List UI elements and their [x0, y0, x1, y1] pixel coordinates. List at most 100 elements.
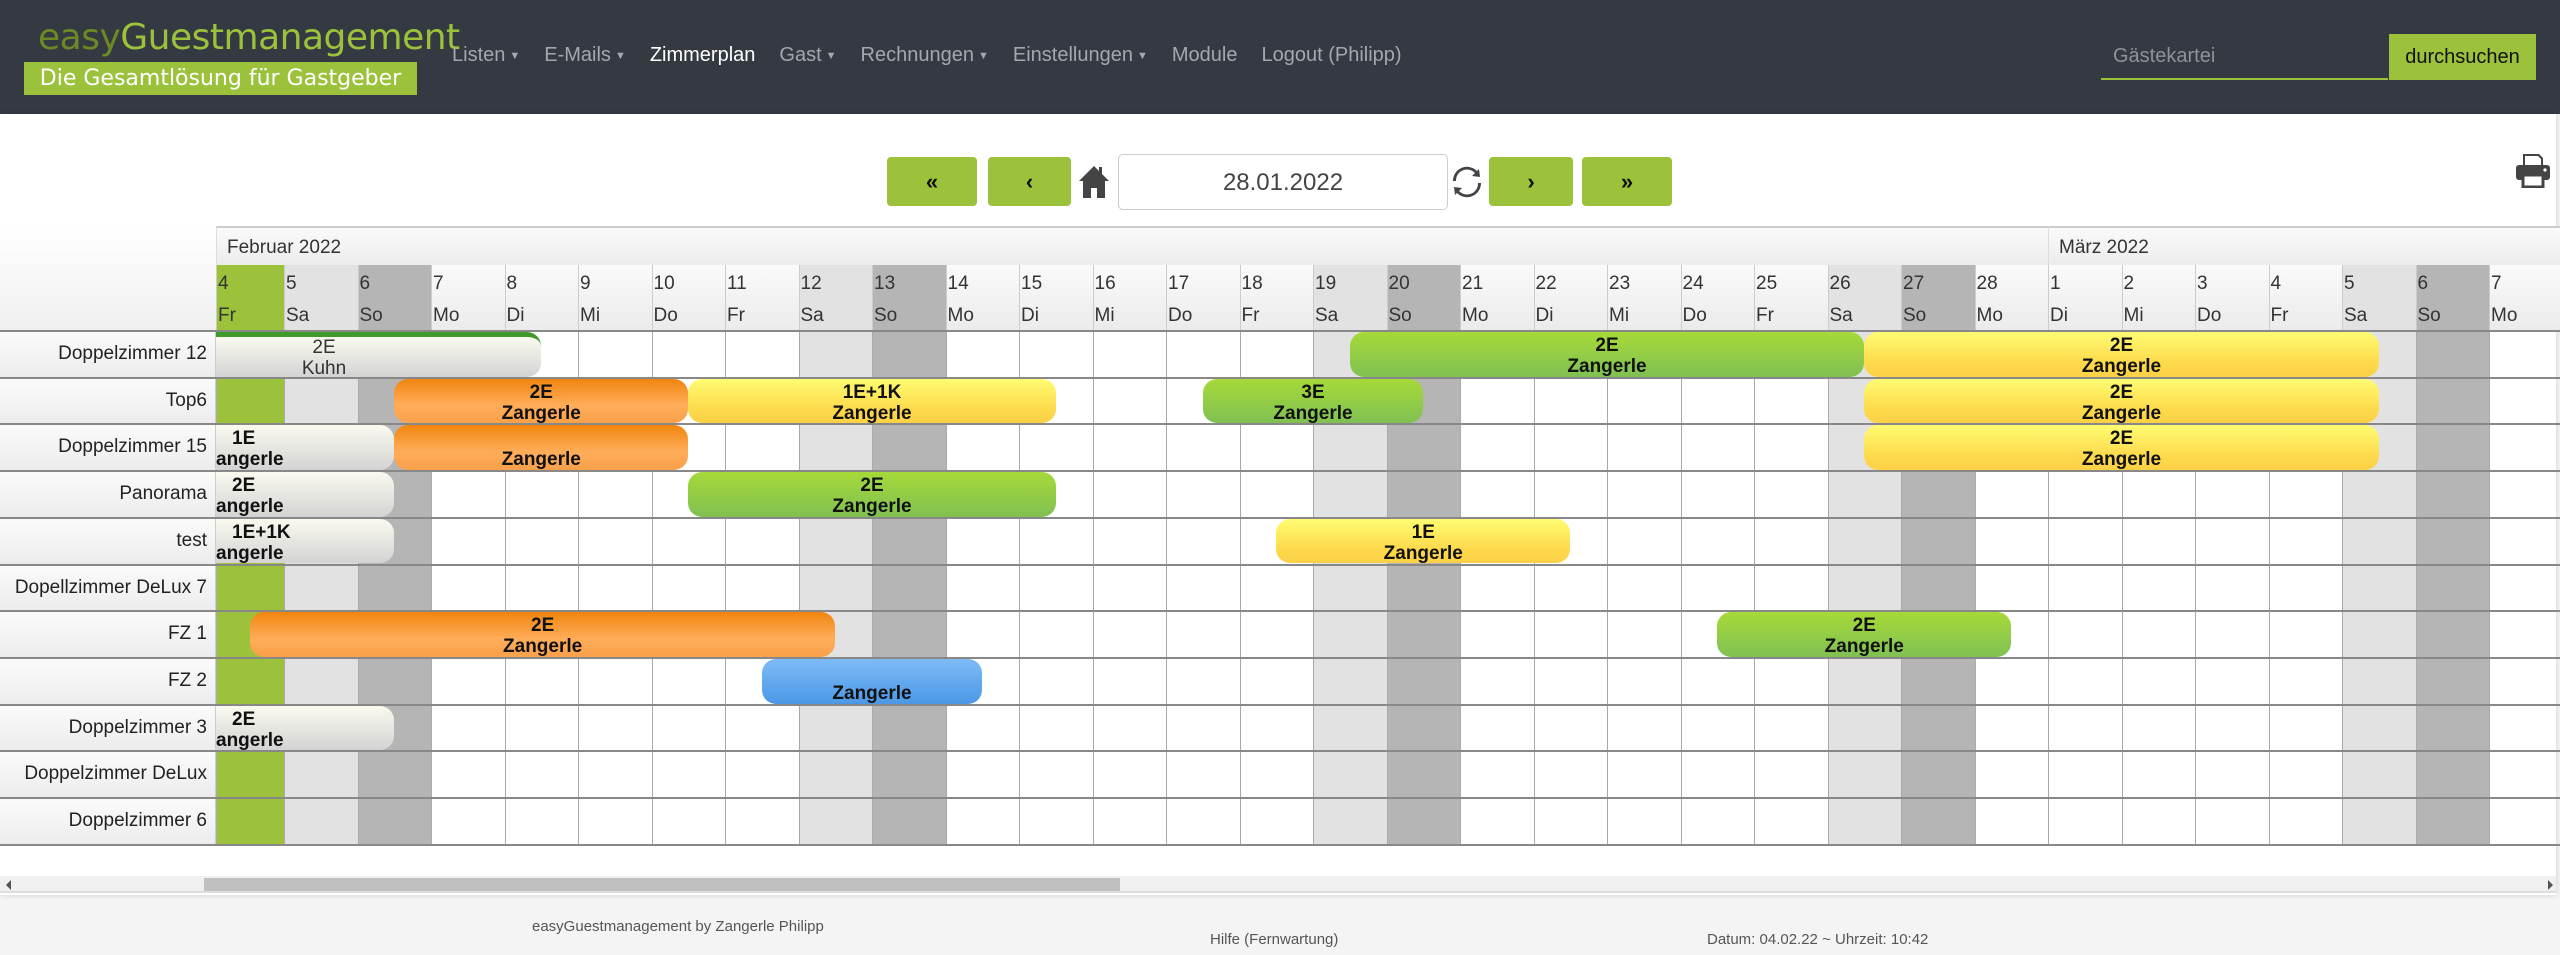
room-label[interactable]: Panorama [0, 471, 216, 518]
booking-bar[interactable]: 2E Kuhn [216, 332, 542, 377]
day-column[interactable] [2048, 331, 2122, 845]
day-header[interactable]: 10 Do [651, 265, 725, 331]
booking-bar[interactable]: 1E Zangerle [1276, 518, 1571, 564]
scroll-right-icon[interactable] [2548, 880, 2554, 890]
jump-forward-button[interactable]: » [1582, 157, 1672, 206]
day-header[interactable]: 19 Sa [1313, 265, 1387, 331]
day-header[interactable]: 16 Mi [1092, 265, 1166, 331]
booking-bar[interactable]: 2E angerle [216, 472, 395, 517]
day-column[interactable] [1754, 331, 1828, 845]
day-header[interactable]: 28 Mo [1974, 265, 2048, 331]
menu-item-einstellungen[interactable]: Einstellungen ▼ [1013, 40, 1148, 71]
help-link[interactable]: Hilfe (Fernwartung) [1210, 931, 1339, 948]
booking-bar[interactable]: 1E+1K angerle [216, 518, 395, 564]
day-header[interactable]: 20 So [1386, 265, 1460, 331]
booking-bar[interactable]: 2E Zangerle [688, 472, 1056, 517]
print-icon[interactable] [2515, 152, 2551, 188]
day-header[interactable]: 6 So [357, 265, 431, 331]
day-column[interactable] [2121, 331, 2196, 845]
room-label[interactable]: Doppelzimmer 12 [0, 331, 216, 378]
day-header[interactable]: 26 Sa [1827, 265, 1901, 331]
logo[interactable]: easyGuestmanagement [38, 17, 460, 58]
day-header[interactable]: 4 Fr [2268, 265, 2342, 331]
booking-bar[interactable]: 1E+1K Zangerle [688, 378, 1056, 424]
room-label[interactable]: Doppelzimmer 6 [0, 798, 216, 845]
day-header[interactable]: 24 Do [1680, 265, 1754, 331]
day-column[interactable] [725, 331, 799, 845]
day-column[interactable] [1239, 331, 1314, 845]
jump-back-button[interactable]: « [887, 157, 977, 206]
room-label[interactable]: FZ 1 [0, 611, 216, 658]
day-column[interactable] [2195, 331, 2269, 845]
day-header[interactable]: 7 Mo [2489, 265, 2560, 331]
day-header[interactable]: 13 So [872, 265, 946, 331]
menu-item-logout-philipp-[interactable]: Logout (Philipp) [1261, 40, 1401, 71]
menu-item-listen[interactable]: Listen ▼ [452, 40, 520, 71]
day-header[interactable]: 7 Mo [431, 265, 505, 331]
guest-search-input[interactable]: Gästekartei [2101, 33, 2388, 80]
room-label[interactable]: FZ 2 [0, 657, 216, 705]
day-header[interactable]: 5 Sa [2342, 265, 2416, 331]
day-header[interactable]: 22 Di [1533, 265, 1607, 331]
day-column[interactable] [284, 331, 358, 845]
day-column[interactable] [1974, 331, 2049, 845]
day-header[interactable]: 12 Sa [798, 265, 872, 331]
day-column[interactable] [2268, 331, 2343, 845]
menu-item-rechnungen[interactable]: Rechnungen ▼ [861, 40, 989, 71]
day-column[interactable] [945, 331, 1020, 845]
day-column[interactable] [1092, 331, 1167, 845]
booking-bar[interactable]: 2E Zangerle [1717, 612, 2012, 657]
day-header[interactable]: 15 Di [1019, 265, 1093, 331]
date-input[interactable]: 28.01.2022 [1118, 154, 1448, 210]
day-column[interactable] [504, 331, 579, 845]
menu-item-e-mails[interactable]: E-Mails ▼ [544, 40, 626, 71]
menu-item-zimmerplan[interactable]: Zimmerplan [650, 40, 756, 71]
day-header[interactable]: 27 So [1901, 265, 1975, 331]
booking-bar[interactable]: 2E angerle [216, 705, 395, 751]
day-header[interactable]: 14 Mo [945, 265, 1019, 331]
room-label[interactable]: Doppelzimmer DeLux [0, 751, 216, 798]
booking-bar[interactable]: 2E Zangerle [1864, 425, 2379, 471]
day-header[interactable]: 5 Sa [284, 265, 358, 331]
room-label[interactable]: Dopellzimmer DeLux 7 [0, 564, 216, 612]
day-header[interactable]: 4 Fr [216, 265, 284, 331]
day-column[interactable] [651, 331, 726, 845]
day-header[interactable]: 9 Mi [578, 265, 652, 331]
day-column[interactable] [431, 331, 505, 845]
day-header[interactable]: 11 Fr [725, 265, 799, 331]
day-column[interactable] [2415, 331, 2489, 845]
previous-button[interactable]: ‹ [988, 157, 1071, 206]
menu-item-module[interactable]: Module [1172, 40, 1238, 71]
day-header[interactable]: 23 Mi [1607, 265, 1681, 331]
day-header[interactable]: 6 So [2415, 265, 2489, 331]
booking-bar[interactable]: 2E Zangerle [1349, 332, 1865, 377]
home-icon[interactable] [1078, 164, 1110, 200]
menu-item-gast[interactable]: Gast ▼ [779, 40, 836, 71]
day-header[interactable]: 2 Mi [2121, 265, 2195, 331]
day-column[interactable] [1166, 331, 1240, 845]
day-header[interactable]: 25 Fr [1754, 265, 1828, 331]
booking-bar[interactable]: 3E Zangerle [1202, 378, 1424, 424]
day-header[interactable]: 8 Di [504, 265, 578, 331]
day-column[interactable] [1460, 331, 1534, 845]
room-label[interactable]: Top6 [0, 377, 216, 425]
booking-bar[interactable]: 2E Zangerle [1864, 332, 2379, 377]
day-column[interactable] [1019, 331, 1093, 845]
day-header[interactable]: 21 Mo [1460, 265, 1534, 331]
day-column[interactable] [2489, 331, 2560, 845]
next-button[interactable]: › [1489, 157, 1573, 206]
day-column[interactable] [216, 331, 284, 845]
day-column[interactable] [1533, 331, 1608, 845]
booking-bar[interactable]: Zangerle [394, 425, 689, 471]
booking-bar[interactable]: 2E Zangerle [394, 378, 689, 424]
booking-bar[interactable]: 2E Zangerle [250, 612, 836, 657]
day-header[interactable]: 3 Do [2195, 265, 2269, 331]
scroll-left-icon[interactable] [6, 880, 12, 890]
day-header[interactable]: 17 Do [1166, 265, 1240, 331]
day-column[interactable] [1680, 331, 1755, 845]
day-header[interactable]: 18 Fr [1239, 265, 1313, 331]
room-label[interactable]: Doppelzimmer 15 [0, 424, 216, 472]
scrollbar-thumb[interactable] [204, 878, 1120, 891]
refresh-icon[interactable] [1452, 164, 1482, 200]
room-label[interactable]: Doppelzimmer 3 [0, 704, 216, 752]
